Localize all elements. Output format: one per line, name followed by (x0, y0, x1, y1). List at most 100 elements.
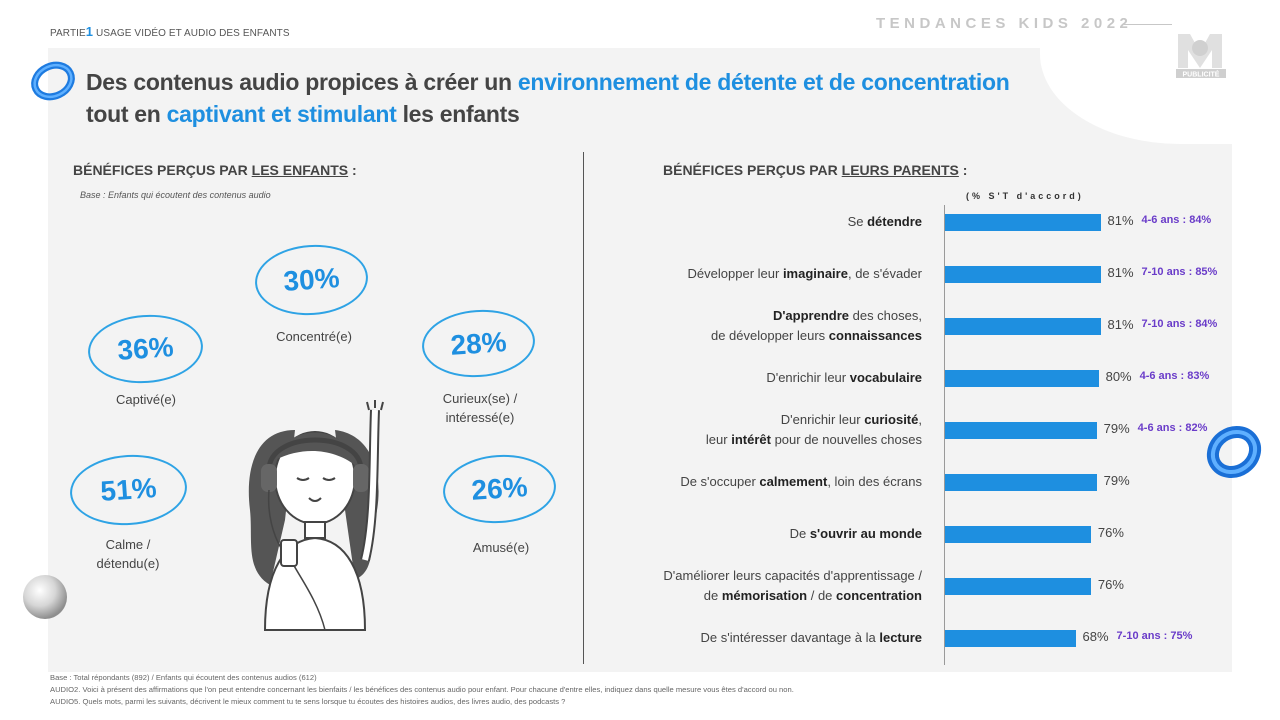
age-annotation: 4-6 ans : 84% (1141, 214, 1212, 226)
bubble-label-line: intéressé(e) (445, 410, 515, 425)
category-label-segment: D'apprendre (772, 308, 849, 323)
title-line2-text: tout en (86, 101, 167, 127)
category-label: D'enrichir leur vocabulaire (766, 368, 922, 388)
title-line1-text: Des contenus audio propices à créer un (86, 69, 518, 95)
category-label-segment: D'enrichir leur (766, 370, 850, 385)
unit-legend: (% S'T d'accord) (966, 191, 1084, 201)
bar (945, 265, 1101, 283)
category-label: D'apprendre des choses, de développer leu… (711, 306, 922, 346)
bubble-label-line: Curieux(se) / (442, 391, 518, 406)
bubble-value: 36% (116, 331, 175, 366)
title-line2-accent: captivant et stimulant (166, 101, 397, 127)
category-label-segment: curiosité (864, 412, 919, 427)
brand-divider (1124, 24, 1172, 25)
category-label-segment: des choses, (849, 308, 922, 323)
category-label-segment: lecture (879, 630, 922, 645)
age-annotation: 7-10 ans : 85% (1141, 266, 1218, 278)
category-label-segment: de (703, 588, 722, 603)
heading-prefix: BÉNÉFICES PERÇUS PAR (663, 162, 842, 178)
footnote-base: Base : Total répondants (892) / Enfants … (50, 673, 317, 682)
age-annotation: 7-10 ans : 75% (1116, 630, 1193, 642)
footnote-audio2: AUDIO2. Voici à présent des affirmations… (50, 685, 794, 694)
category-label: D'améliorer leurs capacités d'apprentiss… (663, 566, 922, 606)
bar (945, 421, 1097, 439)
category-label-segment: connaissances (828, 328, 922, 343)
breadcrumb-section: USAGE VIDÉO ET AUDIO DES ENFANTS (96, 28, 290, 39)
children-benefits-heading: BÉNÉFICES PERÇUS PAR LES ENFANTS : (73, 162, 357, 178)
m6-publicite-logo: PUBLICITÉ (1170, 28, 1240, 80)
bar (945, 629, 1076, 647)
category-label-line: Développer leur imaginaire, de s'évader (688, 264, 922, 284)
category-label-line: De s'ouvrir au monde (790, 524, 922, 544)
heading-underlined: LES ENFANTS (251, 162, 349, 178)
heading-prefix: BÉNÉFICES PERÇUS PAR (73, 162, 252, 178)
bar-value-label: 76% (1097, 577, 1124, 592)
bar-value-label: 79% (1103, 473, 1130, 488)
category-label-line: leur intérêt pour de nouvelles choses (706, 430, 922, 450)
category-label: D'enrichir leur curiosité, leur intérêt p… (706, 410, 922, 450)
bubble-value: 26% (470, 471, 529, 506)
category-label-line: De s'occuper calmement, loin des écrans (680, 472, 922, 492)
base-note: Base : Enfants qui écoutent des contenus… (80, 190, 271, 200)
category-label-segment: , loin des écrans (827, 474, 922, 489)
category-label-segment: leur (705, 432, 732, 447)
title-line1-accent: environnement de détente et de concentra… (517, 69, 1010, 95)
category-label-line: D'enrichir leur vocabulaire (766, 368, 922, 388)
section-divider (583, 152, 584, 664)
bar (945, 577, 1091, 595)
category-label-line: De s'intéresser davantage à la lecture (701, 628, 922, 648)
logo-text: PUBLICITÉ (1183, 70, 1220, 79)
girl-headphones-illustration (225, 400, 405, 645)
category-label-segment: , (918, 412, 922, 427)
category-label-segment: s'ouvrir au monde (809, 526, 922, 541)
page-title: Des contenus audio propices à créer un e… (86, 66, 1026, 130)
bubble-label-captive: Captivé(e) (82, 390, 210, 409)
brand-title: TENDANCES KIDS 2022 (876, 15, 1133, 32)
category-label-segment: , de s'évader (847, 266, 922, 281)
blue-ring-3d-icon (1203, 422, 1265, 489)
bar (945, 525, 1091, 543)
category-label: Se détendre (848, 212, 922, 232)
bar-value-label: 79% (1103, 421, 1130, 436)
footnote-audio5: AUDIO5. Quels mots, parmi les suivants, … (50, 697, 566, 706)
category-label-line: Se détendre (848, 212, 922, 232)
bubble-label-calme: Calme / détendu(e) (64, 535, 192, 573)
category-label-segment: Se (847, 214, 868, 229)
breadcrumb-number: 1 (85, 24, 94, 39)
bar-value-label: 68% (1082, 629, 1109, 644)
category-label-segment: D'enrichir leur (780, 412, 865, 427)
category-label-segment: intérêt (731, 432, 771, 447)
blue-ring-icon (28, 58, 78, 109)
category-label-segment: pour de nouvelles choses (770, 432, 922, 447)
category-label-segment: calmement (759, 474, 828, 489)
bubble-label-line: Captivé(e) (116, 392, 176, 407)
content-panel (48, 48, 1232, 672)
bar-value-label: 80% (1105, 369, 1132, 384)
category-label-segment: imaginaire (782, 266, 848, 281)
heading-suffix: : (958, 162, 968, 178)
bar (945, 369, 1099, 387)
category-label-segment: de développer leurs (710, 328, 829, 343)
bar (945, 473, 1097, 491)
bar-value-label: 81% (1107, 265, 1134, 280)
parents-benefits-heading: BÉNÉFICES PERÇUS PAR LEURS PARENTS : (663, 162, 967, 178)
bubble-label-line: Amusé(e) (472, 540, 530, 555)
age-annotation: 7-10 ans : 84% (1141, 318, 1218, 330)
category-label-segment: Développer leur (687, 266, 783, 281)
title-line2-end: les enfants (396, 101, 520, 127)
category-label-segment: détendre (867, 214, 922, 229)
bubble-label-curieux: Curieux(se) / intéressé(e) (416, 389, 544, 427)
bubble-label-line: détendu(e) (96, 556, 160, 571)
bubble-value: 51% (99, 472, 158, 507)
bubble-label-amuse: Amusé(e) (437, 538, 565, 557)
heading-underlined: LEURS PARENTS (841, 162, 959, 178)
bar-value-label: 81% (1107, 317, 1134, 332)
category-label: De s'ouvrir au monde (790, 524, 922, 544)
category-label-segment: De s'intéresser davantage à la (700, 630, 880, 645)
category-label: De s'intéresser davantage à la lecture (701, 628, 922, 648)
category-label-line: de mémorisation / de concentration (663, 586, 922, 606)
bubble-label-line: Calme / (105, 537, 151, 552)
category-label-segment: De s'occuper (680, 474, 760, 489)
breadcrumb-partie: PARTIE (50, 28, 86, 39)
category-label: De s'occuper calmement, loin des écrans (680, 472, 922, 492)
